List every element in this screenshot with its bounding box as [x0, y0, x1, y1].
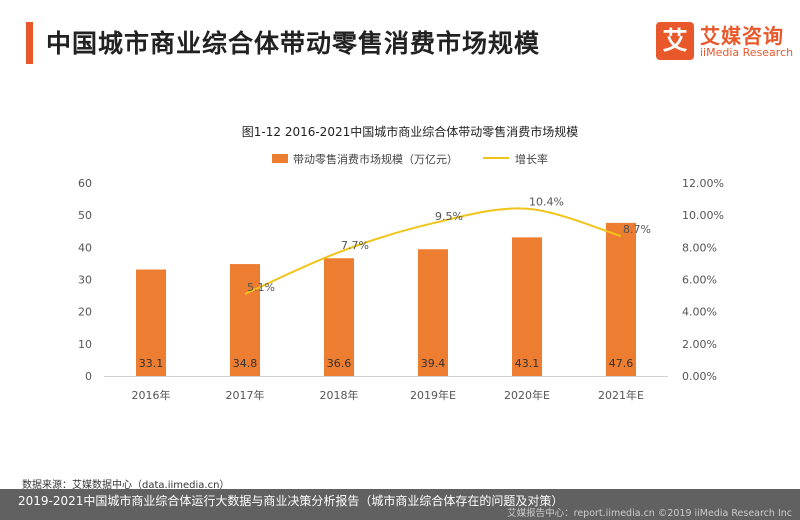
- page-title: 中国城市商业综合体带动零售消费市场规模: [46, 29, 541, 58]
- bar-value-label: 39.4: [421, 357, 446, 370]
- left-axis: 0 10 20 30 40 50 60: [78, 177, 92, 383]
- x-axis-tick-label: 2016年: [132, 388, 171, 402]
- x-axis: 2016年 2017年 2018年 2019年E 2020年E 2021年E: [104, 376, 668, 402]
- line-value-label: 5.1%: [247, 281, 275, 294]
- x-axis-tick-label: 2017年: [226, 388, 265, 402]
- left-axis-tick-label: 60: [78, 177, 92, 190]
- x-axis-tick-label: 2018年: [320, 388, 359, 402]
- logo-name-cn: 艾媒咨询: [700, 24, 784, 48]
- brand-logo: 艾 艾媒咨询 iiMedia Research: [656, 22, 796, 62]
- bar-value-label: 43.1: [515, 357, 540, 370]
- bar: [606, 222, 636, 376]
- line-value-label: 7.7%: [341, 239, 369, 252]
- left-axis-tick-label: 0: [85, 370, 92, 383]
- left-axis-tick-label: 20: [78, 306, 92, 319]
- right-axis-tick-label: 2.00%: [682, 338, 717, 351]
- legend-bar-label: 带动零售消费市场规模（万亿元）: [293, 152, 458, 166]
- growth-rate-line: [244, 207, 622, 295]
- x-axis-tick-label: 2021年E: [598, 388, 644, 402]
- right-axis-tick-label: 12.00%: [682, 177, 724, 190]
- bar: [230, 264, 260, 376]
- bar: [324, 258, 354, 376]
- bar-value-label: 34.8: [233, 357, 258, 370]
- bar-series: 33.1 34.8 36.6 39.4 43.1 47.6: [136, 222, 636, 376]
- left-axis-tick-label: 30: [78, 274, 92, 287]
- bar-value-label: 36.6: [327, 357, 352, 370]
- chart-title: 图1-12 2016-2021中国城市商业综合体带动零售消费市场规模: [242, 124, 578, 139]
- footer-banner: 2019-2021中国城市商业综合体运行大数据与商业决策分析报告（城市商业综合体…: [0, 489, 800, 520]
- bar: [418, 249, 448, 376]
- line-value-label: 9.5%: [435, 210, 463, 223]
- footer-credit: 艾媒报告中心：report.iimedia.cn ©2019 iiMedia R…: [507, 508, 792, 519]
- logo-mark-icon: 艾: [656, 22, 694, 60]
- right-axis: 0.00% 2.00% 4.00% 6.00% 8.00% 10.00% 12.00%: [682, 177, 724, 383]
- line-series: 5.1% 7.7% 9.5% 10.4% 8.7%: [244, 196, 651, 295]
- x-axis-tick-label: 2020年E: [504, 388, 550, 402]
- legend-line-label: 增长率: [515, 152, 548, 166]
- right-axis-tick-label: 10.00%: [682, 209, 724, 222]
- left-axis-tick-label: 10: [78, 338, 92, 351]
- right-axis-tick-label: 0.00%: [682, 370, 717, 383]
- bar-value-label: 33.1: [139, 357, 164, 370]
- bar-value-label: 47.6: [609, 357, 634, 370]
- bar: [512, 237, 542, 376]
- logo-name-en: iiMedia Research: [700, 46, 794, 59]
- footer-report-title: 2019-2021中国城市商业综合体运行大数据与商业决策分析报告（城市商业综合体…: [18, 494, 564, 508]
- left-axis-tick-label: 40: [78, 241, 92, 254]
- chart-legend: 带动零售消费市场规模（万亿元） 增长率: [272, 152, 548, 166]
- left-axis-tick-label: 50: [78, 209, 92, 222]
- right-axis-tick-label: 6.00%: [682, 274, 717, 287]
- title-accent-bar: [26, 22, 33, 64]
- legend-bar-swatch: [272, 154, 288, 163]
- right-axis-tick-label: 8.00%: [682, 241, 717, 254]
- data-source: 数据来源：艾媒数据中心（data.iimedia.cn）: [22, 480, 230, 491]
- line-value-label: 10.4%: [529, 196, 564, 209]
- bar: [136, 269, 166, 376]
- right-axis-tick-label: 4.00%: [682, 306, 717, 319]
- x-axis-tick-label: 2019年E: [410, 388, 456, 402]
- line-value-label: 8.7%: [623, 223, 651, 236]
